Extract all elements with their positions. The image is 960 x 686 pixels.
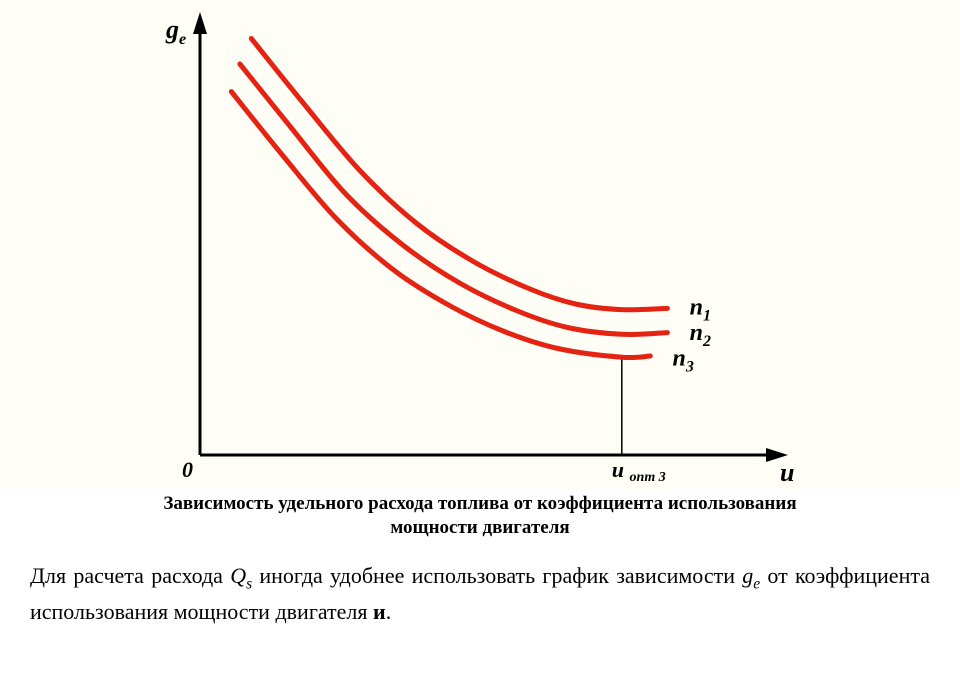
body-g: g	[742, 563, 753, 588]
caption-line2: мощности двигателя	[390, 517, 569, 538]
body-t4: .	[386, 599, 392, 624]
body-t2: иногда удобнее использовать график завис…	[252, 563, 742, 588]
fuel-consumption-chart: 0geии опт 3n1n2n3	[0, 0, 960, 490]
chart-area: 0geии опт 3n1n2n3	[0, 0, 960, 490]
body-i: и	[373, 599, 386, 624]
origin-label: 0	[182, 457, 193, 482]
caption-line1: Зависимость удельного расхода топлива от…	[163, 493, 796, 514]
body-paragraph: Для расчета расхода Qs иногда удобнее ис…	[30, 560, 930, 628]
x-axis-label: и	[780, 458, 794, 487]
chart-caption: Зависимость удельного расхода топлива от…	[30, 492, 930, 540]
body-Q: Q	[230, 563, 246, 588]
body-t1: Для расчета расхода	[30, 563, 230, 588]
